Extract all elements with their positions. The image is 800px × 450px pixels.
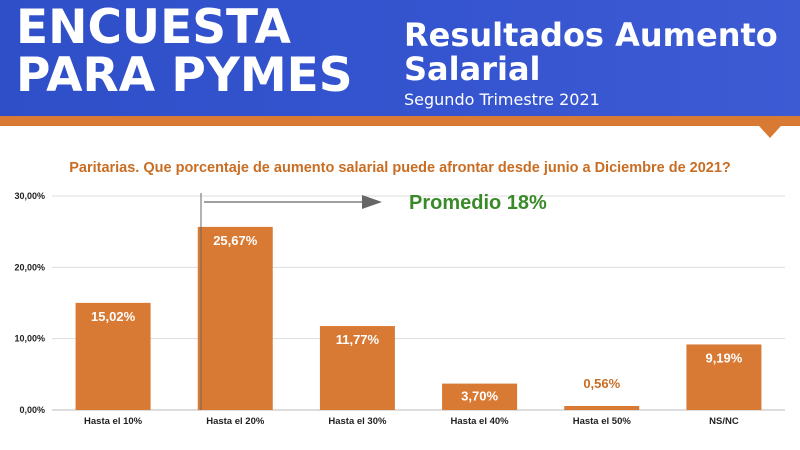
data-label: 11,77%: [336, 332, 380, 347]
data-label: 25,67%: [213, 233, 258, 248]
promedio-arrow-icon: [204, 195, 382, 209]
survey-title-line1: ENCUESTA: [16, 0, 291, 55]
bar: [442, 383, 518, 410]
x-tick-label: NS/NC: [709, 416, 739, 427]
accent-band: [0, 116, 800, 126]
header-banner: ENCUESTA PARA PYMES Resultados Aumento S…: [0, 0, 800, 116]
accent-arrow-icon: [750, 116, 790, 138]
promedio-annotation: Promedio 18%: [409, 192, 547, 214]
data-label: 15,02%: [91, 309, 136, 324]
x-tick-label: Hasta el 30%: [328, 416, 387, 427]
x-tick-label: Hasta el 10%: [84, 416, 143, 427]
bar: [197, 226, 273, 410]
data-label: 3,70%: [461, 389, 498, 404]
survey-title: ENCUESTA PARA PYMES: [16, 4, 353, 100]
results-subtitle: Segundo Trimestre 2021: [404, 90, 600, 109]
data-label: 0,56%: [583, 376, 620, 391]
results-title-line2: Salarial: [404, 50, 541, 88]
bar: [686, 344, 762, 410]
y-tick-label: 20,00%: [14, 262, 45, 272]
x-tick-label: Hasta el 20%: [206, 416, 265, 427]
survey-title-line2: PARA PYMES: [16, 48, 353, 103]
results-title-line1: Resultados Aumento: [404, 16, 778, 54]
x-tick-label: Hasta el 50%: [573, 416, 632, 427]
y-tick-label: 30,00%: [14, 191, 45, 201]
bar: [75, 302, 151, 410]
data-label: 9,19%: [705, 350, 742, 365]
bar: [319, 326, 395, 410]
y-tick-label: 0,00%: [19, 405, 45, 415]
x-tick-label: Hasta el 40%: [451, 416, 510, 427]
chart-title: Paritarias. Que porcentaje de aumento sa…: [69, 160, 731, 176]
results-heading: Resultados Aumento Salarial Segundo Trim…: [404, 18, 778, 110]
y-tick-label: 10,00%: [14, 334, 45, 344]
bar: [564, 406, 640, 410]
